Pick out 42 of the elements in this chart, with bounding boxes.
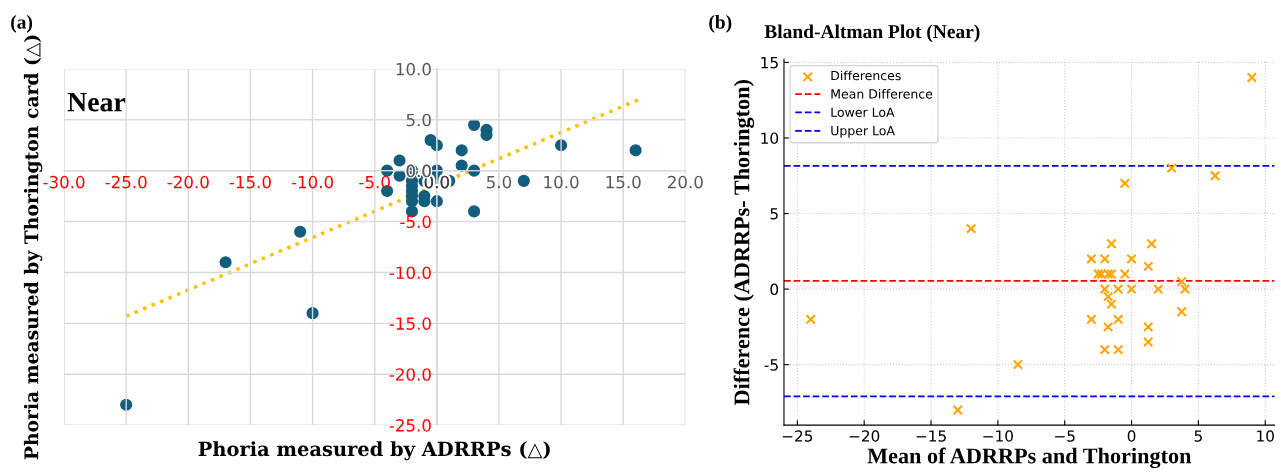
x-tick-label: -25.0 xyxy=(105,175,147,189)
y-axis-title: Difference (ADRRPs- Thorington) xyxy=(733,80,755,406)
x-tick-label: -10.0 xyxy=(291,175,334,189)
x-tick-label: −10 xyxy=(983,430,1013,442)
y-tick-label: -15.0 xyxy=(389,317,431,330)
y-tick-label: 5 xyxy=(770,208,778,220)
legend-label: Differences xyxy=(831,70,901,81)
x-tick-label: 10.0 xyxy=(544,175,579,189)
x-tick-label: −20 xyxy=(849,430,880,442)
y-tick-label: 10 xyxy=(761,132,779,144)
x-tick-label: -20.0 xyxy=(167,175,209,189)
chart-title: Bland-Altman Plot (Near) xyxy=(764,24,980,43)
x-axis-title: Phoria measured by ADRRPs (△) xyxy=(198,441,550,461)
text: (b) xyxy=(709,15,732,33)
y-tick-label: -20.0 xyxy=(389,368,431,381)
x-tick-label: −5 xyxy=(1055,430,1075,442)
annotation: Near xyxy=(67,92,126,112)
y-axis-title: Phoria measured by Thorington card (△) xyxy=(23,35,43,460)
legend-label: Mean Difference xyxy=(831,88,933,99)
y-tick-label: -5 xyxy=(764,359,778,371)
x-tick-label: 20.0 xyxy=(668,175,703,189)
legend-label: Lower LoA xyxy=(831,107,895,117)
x-tick-label: -5.0 xyxy=(359,175,390,189)
x-tick-label: 5.0 xyxy=(486,175,512,189)
text: (a) xyxy=(11,15,33,33)
x-tick-label: 5 xyxy=(1194,430,1202,442)
y-tick-label: 0 xyxy=(770,283,779,296)
y-tick-label: -5.0 xyxy=(400,215,431,229)
x-tick-label: -30.0 xyxy=(43,175,85,189)
y-tick-label: -10.0 xyxy=(389,266,431,280)
x-tick-label: −15 xyxy=(916,430,946,442)
x-tick-label: 10 xyxy=(1257,430,1274,442)
x-axis-title: Mean of ADRRPs and Thorington xyxy=(867,447,1192,469)
y-tick-label: 15 xyxy=(761,57,778,69)
x-tick-label: -15.0 xyxy=(229,175,271,189)
y-tick-label: -25.0 xyxy=(389,419,431,432)
x-tick-label: 15.0 xyxy=(606,175,641,189)
y-tick-label: 10.0 xyxy=(396,62,431,76)
x-tick-label: 0 xyxy=(1127,430,1136,442)
legend-label: Upper LoA xyxy=(831,126,895,138)
x-tick-label: −25 xyxy=(782,430,813,442)
y-tick-label: 5.0 xyxy=(406,113,431,127)
